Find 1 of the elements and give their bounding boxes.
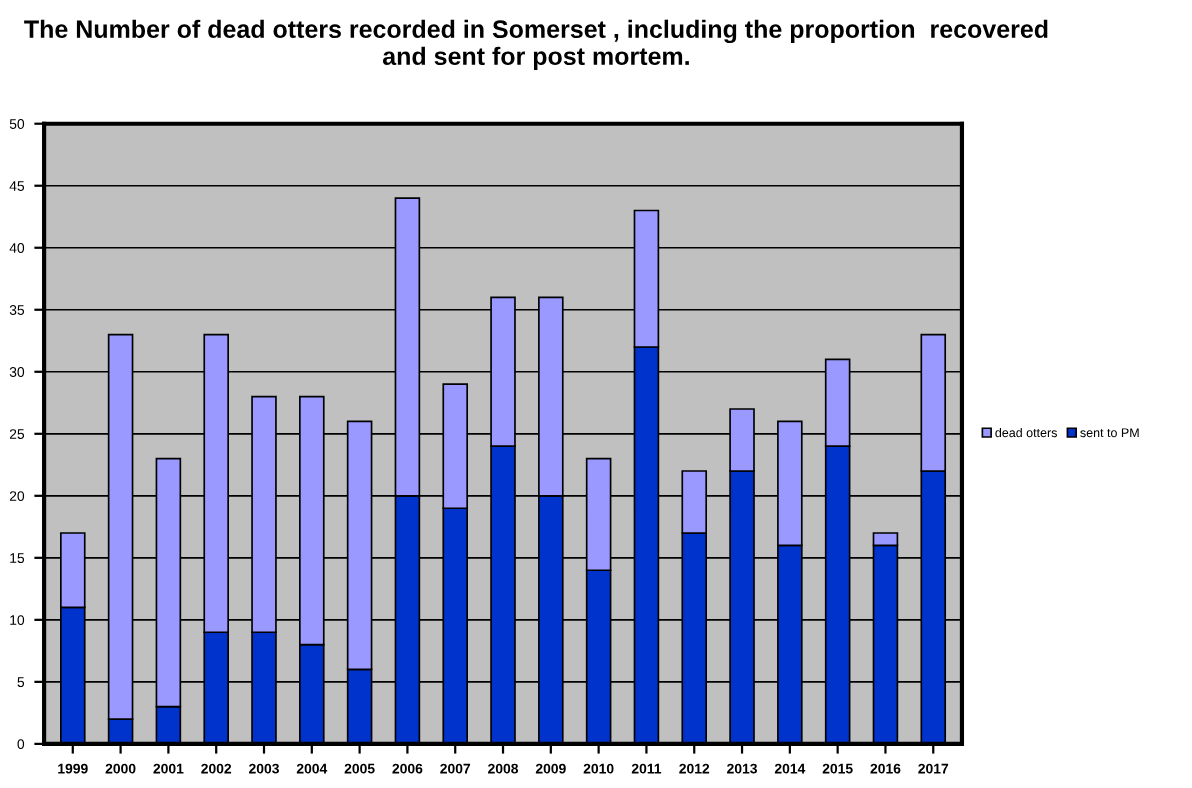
chart-title: The Number of dead otters recorded in Somerset , including the proportion recovered and sent for post mortem.	[24, 19, 1048, 71]
